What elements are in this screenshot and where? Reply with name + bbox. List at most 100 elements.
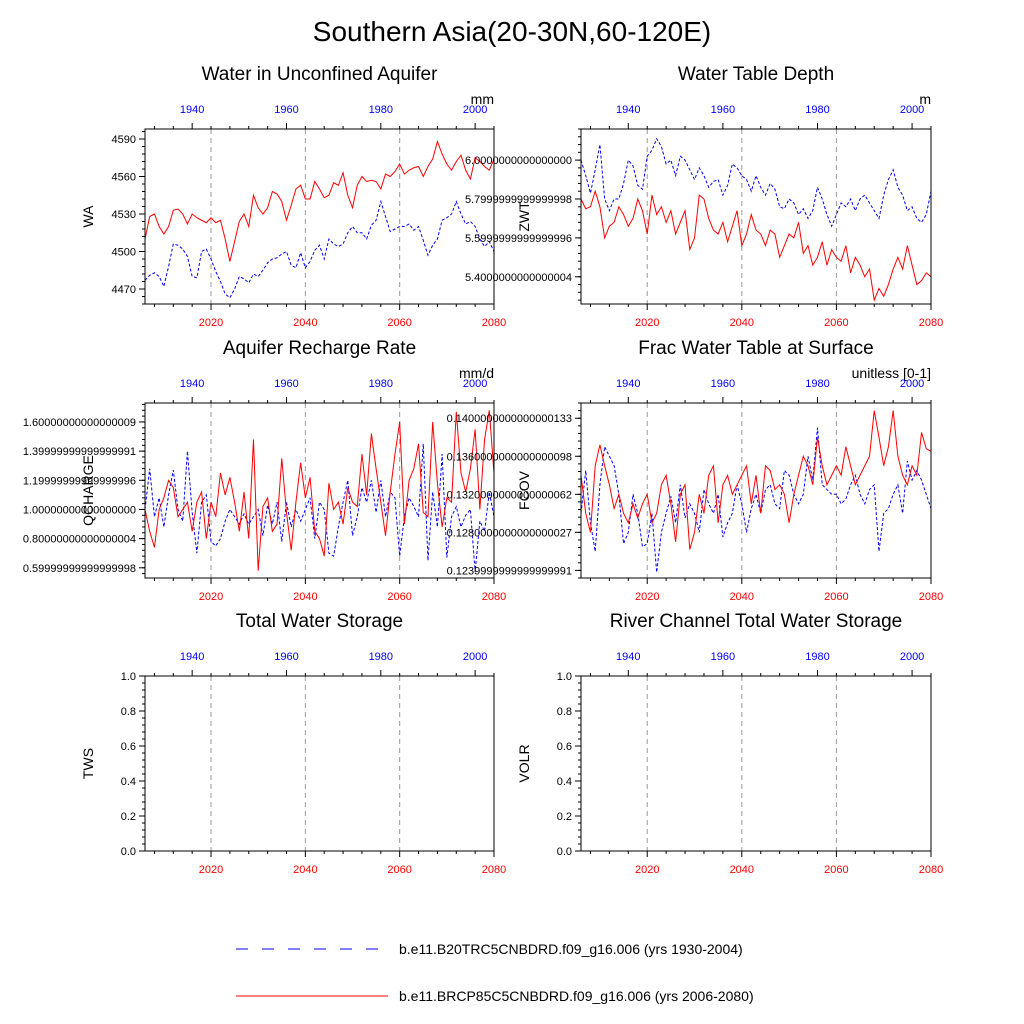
x-tick-label-top: 2000 [463,378,487,390]
x-tick-label-bottom: 2020 [199,864,223,876]
y-tick-label: 0.1239999999999999991 [447,565,572,577]
y-tick-label: 5.7999999999999998 [465,194,572,206]
panel-title: River Channel Total Water Storage [610,611,903,632]
y-tick-label: 4560 [112,172,136,184]
x-tick-label-top: 2000 [900,104,924,116]
plot-frame [144,675,495,852]
y-tick-label: 4500 [112,247,136,259]
series-line-rcp [580,410,932,550]
y-tick-label: 0.2 [557,811,572,823]
x-tick-label-top: 1960 [711,378,735,390]
x-tick-label-bottom: 2040 [293,864,317,876]
x-tick-label-bottom: 2060 [824,591,848,603]
y-tick-label: 0.4 [121,776,136,788]
y-tick-label: 4590 [112,134,136,146]
panel-zwt: Water Table Depth m ZWT 5.4000000000000004 5… [465,64,943,329]
x-tick-label-top: 1940 [616,651,640,663]
legend-rcp-label: b.e11.BRCP85C5CNBDRD.f09_g16.006 (yrs 20… [399,988,754,1004]
y-tick-label: 1.19999999999999996 [23,475,136,487]
y-tick-label: 5.4000000000000004 [465,272,572,284]
y-axis-label: ZWT [516,201,532,232]
y-tick-label: 0.1400000000000000133 [447,413,572,425]
x-tick-label-bottom: 2060 [387,591,411,603]
x-tick-label-top: 1960 [711,104,735,116]
figure-title: Southern Asia(20-30N,60-120E) [313,16,711,47]
x-tick-label-top: 1960 [274,651,298,663]
x-tick-label-top: 1960 [274,378,298,390]
y-tick-label: 0.1280000000000000027 [447,527,572,539]
x-tick-label-bottom: 2060 [824,317,848,329]
y-tick-label: 0.0 [121,846,136,858]
x-tick-label-bottom: 2080 [919,864,943,876]
y-tick-label: 0.80000000000000004 [23,534,136,546]
x-tick-label-top: 1940 [180,378,204,390]
x-tick-label-top: 1980 [369,378,393,390]
y-axis-label: QCHARGE [80,455,96,526]
x-tick-label-bottom: 2040 [293,317,317,329]
y-tick-label: 0.4 [557,776,572,788]
panel-title: Frac Water Table at Surface [638,338,874,359]
y-tick-label: 0.8 [121,706,136,718]
x-tick-label-top: 1960 [274,104,298,116]
x-tick-label-top: 1940 [616,104,640,116]
y-tick-label: 1.0 [557,671,572,683]
panel-units: m [919,91,931,107]
x-tick-label-bottom: 2020 [635,864,659,876]
x-tick-label-bottom: 2020 [635,591,659,603]
x-tick-label-bottom: 2040 [730,864,754,876]
x-tick-label-bottom: 2060 [387,864,411,876]
panel-units: mm/d [459,365,494,381]
y-tick-label: 1.39999999999999991 [23,446,136,458]
x-tick-label-bottom: 2080 [482,864,506,876]
x-tick-label-top: 1960 [711,651,735,663]
panel-volr: River Channel Total Water Storage VOLR 0.0… [516,611,943,876]
series-line-hist [580,137,932,228]
x-tick-label-top: 2000 [463,104,487,116]
y-tick-label: 5.5999999999999996 [465,233,572,245]
x-tick-label-top: 1940 [180,651,204,663]
x-tick-label-bottom: 2080 [919,591,943,603]
x-tick-label-bottom: 2020 [199,591,223,603]
panel-fcov: Frac Water Table at Surface unitless [0-1… [447,338,944,603]
x-tick-label-top: 1980 [805,378,829,390]
x-tick-label-top: 1980 [369,104,393,116]
x-tick-label-bottom: 2060 [387,317,411,329]
series-line-rcp [580,189,932,302]
y-axis-label: FCOV [516,470,532,510]
x-tick-label-bottom: 2040 [293,591,317,603]
legend: b.e11.B20TRC5CNBDRD.f09_g16.006 (yrs 193… [236,941,754,1004]
panel-qcharge: Aquifer Recharge Rate mm/d QCHARGE 0.599999… [23,338,506,603]
y-tick-label: 0.0 [557,846,572,858]
x-tick-label-bottom: 2080 [919,317,943,329]
panel-units: unitless [0-1] [852,365,931,381]
y-tick-label: 0.8 [557,706,572,718]
x-tick-label-top: 1980 [805,651,829,663]
x-tick-label-top: 2000 [900,378,924,390]
series-line-hist [144,443,495,573]
y-tick-label: 0.6 [557,741,572,753]
x-tick-label-top: 2000 [463,651,487,663]
x-tick-label-bottom: 2020 [635,317,659,329]
y-tick-label: 1.00000000000000000 [23,504,136,516]
panel-tws: Total Water Storage TWS 0.0 0.2 0.4 0.6 0.8 1.0… [80,611,506,876]
plot-frame [580,128,932,305]
y-tick-label: 0.2 [121,811,136,823]
x-tick-label-top: 1940 [180,104,204,116]
plot-frame [580,675,932,852]
x-tick-label-top: 1980 [369,651,393,663]
x-tick-label-bottom: 2040 [730,591,754,603]
y-tick-label: 0.6 [121,741,136,753]
plot-frame [580,402,932,579]
y-tick-label: 0.1320000000000000062 [447,489,572,501]
x-tick-label-bottom: 2080 [482,591,506,603]
y-tick-label: 0.59999999999999998 [23,563,136,575]
plot-frame [144,402,495,579]
y-tick-label: 4470 [112,284,136,296]
y-axis-label: WA [80,205,96,228]
panel-title: Water in Unconfined Aquifer [202,64,439,85]
y-axis-label: VOLR [516,744,532,782]
x-tick-label-top: 1940 [616,378,640,390]
panel-title: Total Water Storage [236,611,403,632]
plot-frame [144,128,495,305]
